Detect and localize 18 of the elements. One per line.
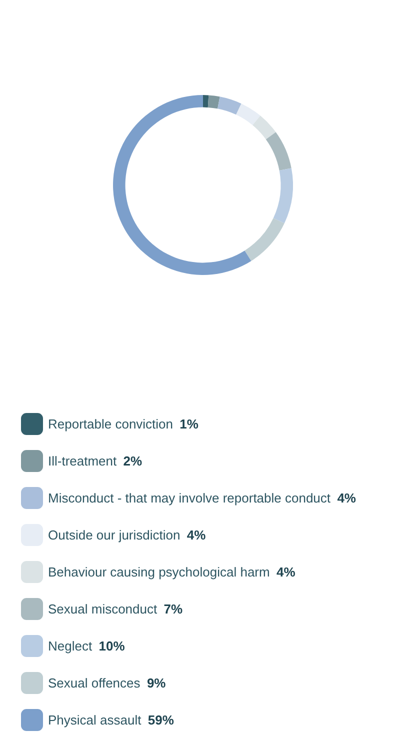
legend-label: Neglect: [48, 638, 92, 654]
data-label: 1%: [180, 416, 199, 432]
legend-label: Outside our jurisdiction: [48, 528, 180, 542]
data-label: 7%: [164, 602, 184, 616]
legend-label: Misconduct - that may involve reportable conduct: [48, 490, 331, 506]
data-label: 10%: [98, 638, 126, 654]
data-label: 4%: [276, 564, 296, 580]
legend-label: Physical assault: [48, 712, 142, 728]
data-label: 9%: [146, 676, 166, 690]
legend-label: Sexual misconduct: [48, 602, 158, 616]
legend-label: Reportable conviction: [48, 416, 174, 432]
legend-label: Ill-treatment: [48, 454, 118, 468]
legend-label: Sexual offences: [48, 676, 141, 690]
data-label: 2%: [123, 454, 143, 468]
data-label: 59%: [148, 712, 174, 728]
data-label: 4%: [186, 528, 206, 542]
data-label: 4%: [337, 490, 356, 506]
legend-label: Behaviour causing psychological harm: [48, 564, 270, 580]
